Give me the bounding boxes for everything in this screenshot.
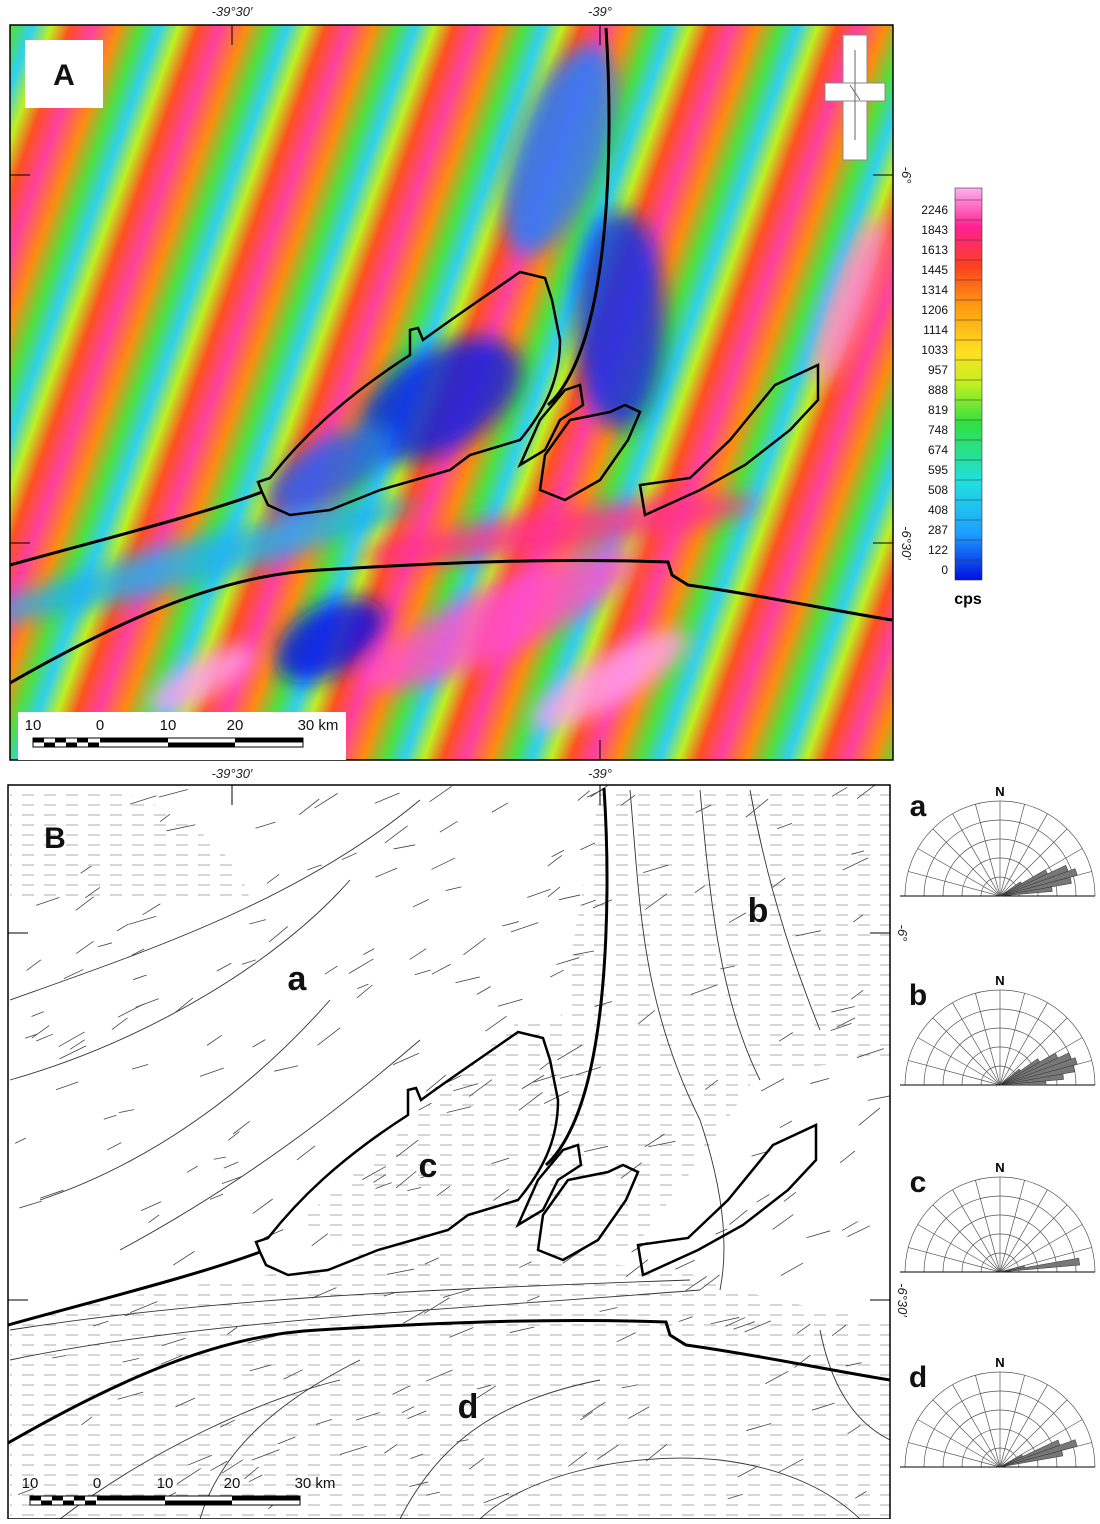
domain-label: d bbox=[458, 1388, 479, 1426]
colorbar-tick-label: 1314 bbox=[921, 283, 948, 297]
rose-label: a bbox=[910, 790, 927, 823]
colorbar-tick-label: 2246 bbox=[921, 203, 948, 217]
colorbar-tick-label: 888 bbox=[928, 383, 948, 397]
scale-label: 10 bbox=[25, 717, 42, 734]
colorbar-tick-label: 1033 bbox=[921, 343, 948, 357]
scale-label: 10 bbox=[157, 1475, 174, 1492]
radiometric-map bbox=[0, 25, 900, 760]
colorbar-tick-label: 287 bbox=[928, 523, 948, 537]
scale-label: 0 bbox=[93, 1475, 101, 1492]
panel-label: B bbox=[44, 822, 66, 855]
colorbar-tick-label: 748 bbox=[928, 423, 948, 437]
x-coordinate-label: -39°30′ bbox=[212, 4, 253, 19]
scale-label: 20 bbox=[224, 1475, 241, 1492]
colorbar-tick-label: 819 bbox=[928, 403, 948, 417]
colorbar-tick-label: 595 bbox=[928, 463, 948, 477]
rose-north: N bbox=[995, 1160, 1004, 1175]
rose-north: N bbox=[995, 1355, 1004, 1370]
x-coordinate-label: -39° bbox=[588, 4, 612, 19]
colorbar bbox=[955, 188, 982, 580]
rose-frame bbox=[900, 1372, 1095, 1468]
scale-label: 30 km bbox=[295, 1475, 336, 1492]
rose-label: d bbox=[909, 1361, 927, 1394]
rose-north: N bbox=[995, 973, 1004, 988]
rose-label: c bbox=[910, 1166, 927, 1199]
y-coordinate-label: -6°30′ bbox=[895, 1283, 910, 1317]
colorbar-tick-label: 1445 bbox=[921, 263, 948, 277]
y-coordinate-label: -6° bbox=[899, 167, 914, 184]
colorbar-tick-label: 408 bbox=[928, 503, 948, 517]
domain-label: b bbox=[748, 892, 769, 930]
colorbar-tick-label: 1843 bbox=[921, 223, 948, 237]
scale-label: 0 bbox=[96, 717, 104, 734]
colorbar-tick-label: 0 bbox=[941, 563, 948, 577]
domain-label: a bbox=[288, 960, 308, 998]
rose-north: N bbox=[995, 784, 1004, 799]
figure: A 2246 1843 1613 1445 1314 1206 1114 1033 957 888… bbox=[0, 0, 1100, 1519]
y-coordinate-label: -6° bbox=[895, 925, 910, 942]
scale-label: 10 bbox=[22, 1475, 39, 1492]
scale-label: 10 bbox=[160, 717, 177, 734]
colorbar-unit: cps bbox=[954, 591, 982, 608]
x-coordinate-label: -39°30′ bbox=[212, 766, 253, 781]
colorbar-tick-label: 508 bbox=[928, 483, 948, 497]
colorbar-tick-label: 1613 bbox=[921, 243, 948, 257]
domain-label: c bbox=[419, 1147, 438, 1185]
scale-label: 20 bbox=[227, 717, 244, 734]
panel-label: A bbox=[53, 59, 75, 92]
colorbar-tick-label: 674 bbox=[928, 443, 948, 457]
scale-bar bbox=[30, 1496, 300, 1505]
colorbar-tick-label: 957 bbox=[928, 363, 948, 377]
rose-label: b bbox=[909, 979, 927, 1012]
rose-frame bbox=[900, 1177, 1095, 1273]
colorbar-tick-label: 1206 bbox=[921, 303, 948, 317]
x-coordinate-label: -39° bbox=[588, 766, 612, 781]
colorbar-tick-label: 122 bbox=[928, 543, 948, 557]
scale-label: 30 km bbox=[298, 717, 339, 734]
colorbar-tick-label: 1114 bbox=[923, 323, 948, 337]
y-coordinate-label: -6°30′ bbox=[899, 526, 914, 560]
